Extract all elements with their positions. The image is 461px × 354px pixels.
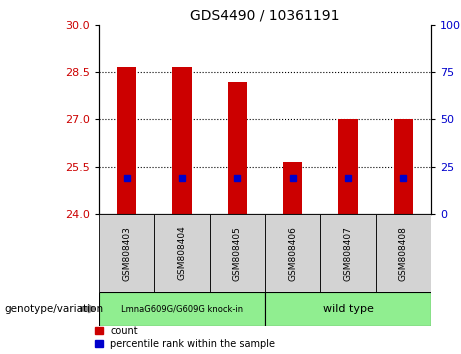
Bar [117, 67, 136, 214]
Text: wild type: wild type [323, 304, 373, 314]
Bar [320, 214, 376, 292]
Text: genotype/variation: genotype/variation [5, 304, 104, 314]
Bar [265, 292, 431, 326]
Title: GDS4490 / 10361191: GDS4490 / 10361191 [190, 8, 340, 22]
Text: GSM808405: GSM808405 [233, 225, 242, 281]
Bar [283, 162, 302, 214]
Text: GSM808404: GSM808404 [177, 226, 187, 280]
FancyArrow shape [81, 305, 95, 313]
Bar [172, 67, 192, 214]
Text: GSM808407: GSM808407 [343, 225, 353, 281]
Bar [210, 214, 265, 292]
Bar [394, 119, 413, 214]
Bar [99, 214, 154, 292]
Text: GSM808406: GSM808406 [288, 225, 297, 281]
Text: GSM808403: GSM808403 [122, 225, 131, 281]
Text: GSM808408: GSM808408 [399, 225, 408, 281]
Bar [338, 119, 358, 214]
Bar [376, 214, 431, 292]
Bar [99, 292, 265, 326]
Bar [228, 81, 247, 214]
Legend: count, percentile rank within the sample: count, percentile rank within the sample [95, 326, 275, 349]
Bar [154, 214, 210, 292]
Text: LmnaG609G/G609G knock-in: LmnaG609G/G609G knock-in [121, 304, 243, 313]
Bar [265, 214, 320, 292]
